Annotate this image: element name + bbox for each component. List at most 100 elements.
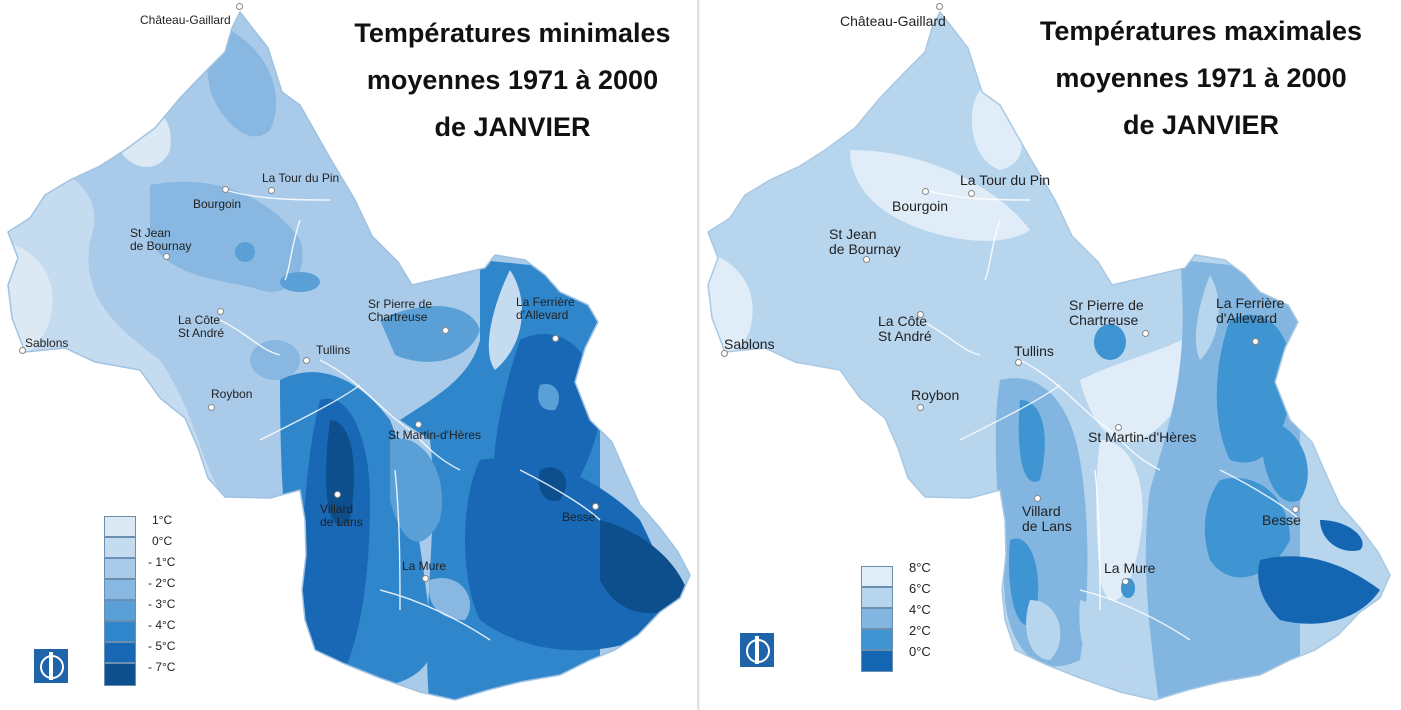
zone-minus5 <box>465 458 664 651</box>
zone-0c <box>1320 520 1363 551</box>
panel-divider <box>697 0 700 710</box>
meteo-france-logo <box>34 649 68 683</box>
river-lines <box>219 189 601 641</box>
legend-label: 0°C <box>909 644 931 659</box>
town-dot <box>1122 578 1129 585</box>
town-dot <box>422 575 429 582</box>
min-temperature-map-panel: Températures minimales moyennes 1971 à 2… <box>0 0 697 710</box>
zone-0 <box>488 270 522 370</box>
town-dot <box>1115 424 1122 431</box>
town-label: Besse <box>1262 512 1301 528</box>
min-map-title-line3: de JANVIER <box>434 112 591 142</box>
logo-bar <box>49 652 53 680</box>
zone-minus2 <box>429 578 471 620</box>
legend-label: 0°C <box>152 534 173 548</box>
department-border <box>707 10 1391 701</box>
zone-minus3 <box>380 306 480 362</box>
town-label: d'Allevard <box>516 308 569 322</box>
legend-swatch <box>104 642 136 663</box>
legend-swatch <box>861 629 893 650</box>
max-temperature-map <box>707 10 1391 701</box>
legend-swatch <box>104 537 136 558</box>
town-dot <box>442 327 449 334</box>
zone-2 <box>1260 420 1308 502</box>
legend-swatch <box>104 663 136 686</box>
legend-label: - 5°C <box>148 639 176 653</box>
town-label: Chartreuse <box>1069 312 1139 328</box>
legend-label: - 1°C <box>148 555 176 569</box>
town-dot <box>217 308 224 315</box>
town-label: La Tour du Pin <box>262 171 340 185</box>
town-dot <box>303 357 310 364</box>
legend-label: - 2°C <box>148 576 176 590</box>
town-label: St Jean <box>829 226 877 242</box>
max-map-title-line3: de JANVIER <box>1122 110 1280 140</box>
town-dot <box>19 347 26 354</box>
town-dot <box>917 404 924 411</box>
town-dot <box>1252 338 1259 345</box>
legend-label: 1°C <box>152 513 173 527</box>
legend-swatch <box>104 579 136 600</box>
legend-swatch <box>861 566 893 587</box>
town-label: de Bournay <box>130 239 192 253</box>
town-label: Tullins <box>316 343 351 357</box>
department-border <box>7 10 691 701</box>
zone-minus7 <box>538 467 567 501</box>
legend-label: - 4°C <box>148 618 176 632</box>
town-label: Château-Gaillard <box>840 13 946 29</box>
max-map-title-line1: Températures maximales <box>1039 16 1363 46</box>
town-dot <box>721 350 728 357</box>
legend-swatch <box>104 516 136 537</box>
zone-minus3 <box>235 242 255 262</box>
town-label: de Bournay <box>829 241 901 257</box>
legend-swatch <box>104 600 136 621</box>
zone-minus2 <box>250 340 300 380</box>
zone-6 <box>1195 275 1219 360</box>
zone-minus2 <box>150 181 303 292</box>
meteo-france-logo <box>740 633 774 667</box>
legend-swatch <box>861 608 893 629</box>
town-dot <box>1034 495 1041 502</box>
town-label: Villard <box>1022 503 1061 519</box>
town-dot <box>334 491 341 498</box>
town-label: St Jean <box>130 226 171 240</box>
town-label: St Martin-d'Hères <box>1088 429 1197 445</box>
zone-2 <box>1018 400 1045 482</box>
zone-minus3 <box>390 438 442 542</box>
town-dot <box>163 253 170 260</box>
legend-label: - 3°C <box>148 597 176 611</box>
town-label: La Ferrière <box>1216 295 1285 311</box>
zone-minus7 <box>600 520 690 614</box>
town-label: La Mure <box>402 559 447 573</box>
town-label: Sablons <box>25 336 69 350</box>
town-dot <box>968 190 975 197</box>
town-dot <box>1015 359 1022 366</box>
zone-minus3 <box>538 384 560 411</box>
town-label: Villard <box>320 502 354 516</box>
max-temperature-map-panel: Températures maximales moyennes 1971 à 2… <box>700 0 1401 710</box>
logo-bar <box>755 636 759 664</box>
town-dot <box>415 421 422 428</box>
legend-label: 2°C <box>909 623 931 638</box>
legend-label: 4°C <box>909 602 931 617</box>
town-label: Château-Gaillard <box>140 13 231 27</box>
town-dot <box>917 311 924 318</box>
zone-6 <box>1079 600 1133 682</box>
zone-8 <box>1096 440 1143 601</box>
town-dot <box>208 404 215 411</box>
legend-swatch <box>104 621 136 642</box>
town-label: Tullins <box>1014 343 1054 359</box>
town-dot <box>222 186 229 193</box>
town-label: Chartreuse <box>368 310 428 324</box>
min-map-title: Températures minimales moyennes 1971 à 2… <box>330 10 695 151</box>
legend-swatch <box>861 587 893 608</box>
town-label: Sr Pierre de <box>368 297 433 311</box>
town-label: La Côte <box>878 313 928 329</box>
river-lines <box>919 189 1301 641</box>
min-map-title-line1: Températures minimales <box>354 18 671 48</box>
town-dot <box>592 503 599 510</box>
max-map-title: Températures maximales moyennes 1971 à 2… <box>1002 8 1400 149</box>
legend-swatch <box>104 558 136 579</box>
town-label: Sr Pierre de <box>1069 297 1144 313</box>
town-dot <box>863 256 870 263</box>
